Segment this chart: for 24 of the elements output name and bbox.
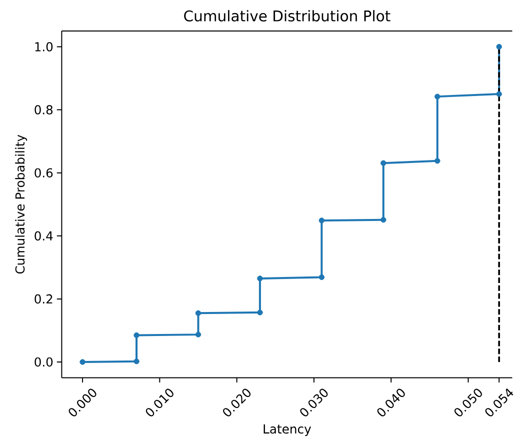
- x-axis-title: Latency: [264, 424, 312, 436]
- point: [318, 274, 325, 280]
- point: [496, 91, 502, 97]
- point: [257, 310, 263, 316]
- y-tick-label: 0.0: [34, 357, 53, 367]
- point: [434, 158, 440, 164]
- point: [318, 218, 325, 224]
- y-tick-label: 0.6: [34, 168, 53, 178]
- point: [134, 332, 140, 338]
- y-tick-label: 0.8: [34, 105, 53, 114]
- y-tick-label: 0.4: [34, 231, 53, 241]
- point: [496, 44, 502, 50]
- point: [195, 332, 202, 338]
- point: [380, 160, 386, 166]
- y-tick-label: 1.0: [35, 42, 53, 52]
- point: [80, 359, 86, 365]
- y-tick-label: 0.2: [34, 294, 52, 304]
- point: [434, 94, 440, 100]
- point: [257, 276, 263, 282]
- point: [195, 310, 202, 316]
- y-axis-title: Cumulative Probability: [15, 134, 28, 274]
- chart-title: Cumulative Distribution Plot: [184, 10, 390, 22]
- point: [134, 358, 140, 364]
- point: [380, 216, 386, 223]
